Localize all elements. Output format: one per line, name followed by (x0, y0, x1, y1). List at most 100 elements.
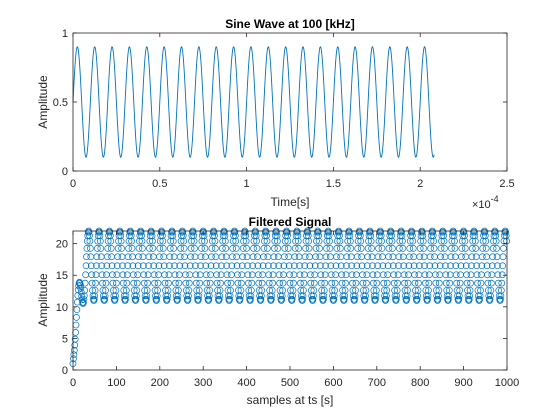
filtered-point (435, 292, 442, 300)
filtered-point (315, 237, 323, 245)
filtered-point (208, 245, 216, 252)
filtered-point (458, 253, 465, 261)
filtered-point (456, 286, 464, 294)
filtered-point (202, 262, 210, 270)
filtered-point (373, 271, 381, 279)
filtered-chart-xtick-label: 300 (194, 377, 212, 389)
filtered-point (394, 279, 401, 287)
filtered-point (239, 253, 247, 261)
filtered-chart-xtick-label: 600 (324, 377, 342, 389)
filtered-point (270, 262, 277, 270)
filtered-point (262, 228, 270, 236)
filtered-point (280, 262, 288, 270)
filtered-point (338, 279, 346, 287)
filtered-point (231, 232, 239, 240)
filtered-point (117, 232, 125, 240)
filtered-point (445, 286, 453, 294)
filtered-point (70, 346, 78, 354)
filtered-point (404, 286, 411, 294)
filtered-point (223, 262, 230, 270)
filtered-point (441, 253, 449, 261)
filtered-point (300, 286, 307, 294)
filtered-point (331, 286, 339, 294)
filtered-point (356, 228, 364, 236)
filtered-point (185, 292, 192, 300)
filtered-point (409, 232, 416, 240)
filtered-point (81, 279, 89, 287)
filtered-point (159, 245, 167, 252)
filtered-point (346, 228, 353, 236)
sine-chart-xlabel: Time[s] (271, 195, 310, 209)
filtered-point (119, 279, 127, 287)
filtered-point (325, 232, 333, 240)
filtered-point (153, 292, 161, 300)
sine-chart-xtick-label: 0 (70, 178, 76, 190)
filtered-point (468, 262, 475, 270)
filtered-point (478, 253, 486, 261)
sine-chart-title: Sine Wave at 100 [kHz] (225, 17, 355, 31)
filtered-point (307, 279, 315, 287)
filtered-point (465, 295, 473, 303)
filtered-point (476, 292, 484, 300)
filtered-point (92, 271, 100, 279)
filtered-point (422, 279, 429, 287)
filtered-point (332, 262, 340, 270)
filtered-point (299, 292, 307, 300)
filtered-point (353, 253, 361, 261)
filtered-point (80, 299, 87, 306)
filtered-point (248, 271, 256, 279)
filtered-point (102, 286, 109, 294)
filtered-point (254, 271, 262, 279)
filtered-point (314, 228, 322, 236)
filtered-point (498, 271, 506, 279)
filtered-point (233, 253, 240, 261)
filtered-point (226, 292, 234, 300)
filtered-point (104, 245, 112, 252)
filtered-point (139, 262, 147, 270)
filtered-point (354, 245, 362, 252)
filtered-point (325, 228, 332, 236)
filtered-point (477, 279, 485, 287)
filtered-point (185, 279, 193, 287)
filtered-point (259, 271, 267, 279)
filtered-point (400, 271, 408, 279)
filtered-point (377, 232, 385, 240)
filtered-point (211, 232, 218, 240)
filtered-point (342, 279, 349, 287)
filtered-chart-xtick-label: 100 (107, 377, 125, 389)
filtered-point (310, 286, 318, 294)
filtered-point (457, 271, 464, 279)
filtered-point (97, 253, 105, 261)
filtered-point (306, 253, 313, 261)
filtered-point (267, 295, 275, 303)
filtered-point (202, 253, 209, 261)
filtered-point (195, 292, 203, 300)
sine-chart-xtick-label: 2.5 (499, 178, 514, 190)
filtered-point (129, 262, 137, 270)
filtered-point (77, 285, 85, 292)
filtered-point (322, 253, 330, 261)
filtered-point (257, 295, 265, 303)
filtered-point (414, 286, 422, 294)
filtered-point (212, 245, 219, 252)
filtered-point (461, 237, 469, 245)
filtered-point (187, 245, 195, 252)
filtered-point (326, 245, 334, 252)
filtered-point (140, 279, 148, 287)
filtered-point (80, 292, 88, 300)
filtered-point (446, 279, 454, 287)
filtered-point (247, 292, 255, 300)
filtered-point (113, 271, 121, 279)
filtered-point (248, 286, 255, 294)
filtered-point (149, 245, 157, 252)
filtered-point (356, 232, 364, 240)
filtered-point (384, 271, 391, 279)
filtered-point (452, 262, 460, 270)
filtered-point (161, 279, 169, 287)
filtered-point (93, 245, 101, 252)
filtered-point (249, 262, 257, 270)
filtered-point (217, 279, 224, 287)
filtered-point (399, 245, 407, 252)
filtered-point (280, 271, 287, 279)
filtered-point (357, 245, 365, 252)
